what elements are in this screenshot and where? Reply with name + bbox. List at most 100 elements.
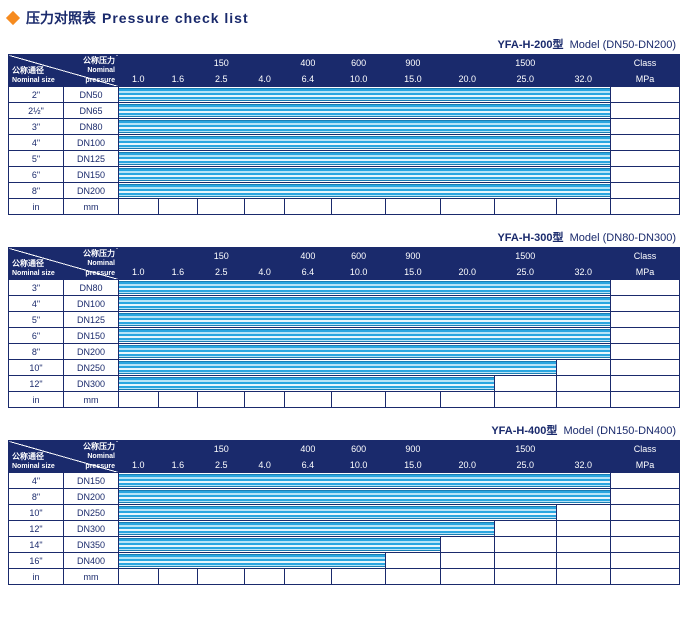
table-row: 4"DN100 — [9, 135, 680, 151]
bar-cell — [119, 119, 611, 135]
empty-cell — [284, 199, 331, 215]
mpa-header: 1.0 — [119, 264, 159, 280]
class-header — [556, 248, 610, 264]
size-in: 3" — [9, 280, 64, 296]
class-header: Class — [610, 248, 679, 264]
empty-cell — [610, 473, 679, 489]
bar-cell — [119, 296, 611, 312]
class-header — [119, 441, 159, 457]
mpa-header: 10.0 — [331, 264, 385, 280]
model-code: YFA-H-400型 — [491, 425, 557, 437]
table-row: 2½"DN65 — [9, 103, 680, 119]
empty-cell — [245, 569, 285, 585]
diag-top: 公称压力Nominalpressure — [83, 249, 115, 278]
model-label: YFA-H-400型 Model (DN150-DN400) — [8, 422, 680, 438]
class-header — [245, 441, 285, 457]
empty-cell — [610, 328, 679, 344]
mpa-header: 1.0 — [119, 457, 159, 473]
empty-cell — [610, 360, 679, 376]
pressure-bar — [119, 490, 610, 503]
empty-cell — [610, 569, 679, 585]
model-code: YFA-H-200型 — [497, 39, 563, 51]
class-header — [158, 55, 198, 71]
pressure-bar — [119, 104, 610, 117]
bar-cell — [119, 505, 557, 521]
class-header: 400 — [284, 248, 331, 264]
table-row: 8"DN200 — [9, 344, 680, 360]
empty-cell — [386, 553, 440, 569]
empty-cell — [610, 505, 679, 521]
size-in: 10" — [9, 360, 64, 376]
class-header: 1500 — [494, 55, 556, 71]
model-range: Model (DN50-DN200) — [570, 39, 676, 51]
size-in: 14" — [9, 537, 64, 553]
pressure-bar — [119, 522, 494, 535]
table-row: 4"DN100 — [9, 296, 680, 312]
empty-cell — [119, 199, 159, 215]
empty-cell — [284, 569, 331, 585]
size-dn: DN80 — [64, 280, 119, 296]
pressure-bar — [119, 361, 556, 374]
bar-cell — [119, 312, 611, 328]
empty-cell — [610, 376, 679, 392]
pressure-bar — [119, 120, 610, 133]
table-row: 3"DN80 — [9, 119, 680, 135]
empty-cell — [284, 392, 331, 408]
size-dn: DN400 — [64, 553, 119, 569]
empty-cell — [494, 537, 556, 553]
size-in: 5" — [9, 312, 64, 328]
empty-cell — [158, 569, 198, 585]
diamond-icon — [6, 11, 20, 25]
size-dn: DN50 — [64, 87, 119, 103]
size-dn: DN300 — [64, 521, 119, 537]
pressure-bar — [119, 184, 610, 197]
model-range: Model (DN80-DN300) — [570, 232, 676, 244]
empty-cell — [119, 569, 159, 585]
empty-cell — [440, 392, 494, 408]
class-header — [119, 248, 159, 264]
pressure-bar — [119, 313, 610, 326]
size-in: 8" — [9, 489, 64, 505]
empty-cell — [610, 553, 679, 569]
table-row: 12"DN300 — [9, 376, 680, 392]
empty-cell — [556, 569, 610, 585]
mpa-header: MPa — [610, 71, 679, 87]
mpa-header: 6.4 — [284, 264, 331, 280]
class-header — [440, 248, 494, 264]
size-dn: DN80 — [64, 119, 119, 135]
bar-cell — [119, 87, 611, 103]
empty-cell — [494, 569, 556, 585]
class-header — [158, 248, 198, 264]
class-header — [245, 248, 285, 264]
pressure-bar — [119, 88, 610, 101]
size-dn: DN300 — [64, 376, 119, 392]
footer-in: in — [9, 569, 64, 585]
class-header — [158, 441, 198, 457]
mpa-header: 1.6 — [158, 457, 198, 473]
size-dn: DN125 — [64, 312, 119, 328]
mpa-header: 4.0 — [245, 71, 285, 87]
class-header: 150 — [198, 248, 245, 264]
pressure-bar — [119, 474, 610, 487]
class-header: 150 — [198, 441, 245, 457]
mpa-header: 2.5 — [198, 264, 245, 280]
size-dn: DN150 — [64, 328, 119, 344]
mpa-header: 32.0 — [556, 457, 610, 473]
table-row: 4"DN150 — [9, 473, 680, 489]
class-header: 900 — [386, 55, 440, 71]
mpa-header: 15.0 — [386, 457, 440, 473]
footer-in: in — [9, 392, 64, 408]
size-in: 2" — [9, 87, 64, 103]
table-row: 10"DN250 — [9, 505, 680, 521]
empty-cell — [198, 569, 245, 585]
mpa-header: 6.4 — [284, 457, 331, 473]
empty-cell — [494, 553, 556, 569]
size-in: 6" — [9, 328, 64, 344]
mpa-header: 15.0 — [386, 264, 440, 280]
size-dn: DN125 — [64, 151, 119, 167]
empty-cell — [610, 151, 679, 167]
footer-in: in — [9, 199, 64, 215]
model-code: YFA-H-300型 — [497, 232, 563, 244]
mpa-header: 4.0 — [245, 264, 285, 280]
mpa-header: 20.0 — [440, 264, 494, 280]
